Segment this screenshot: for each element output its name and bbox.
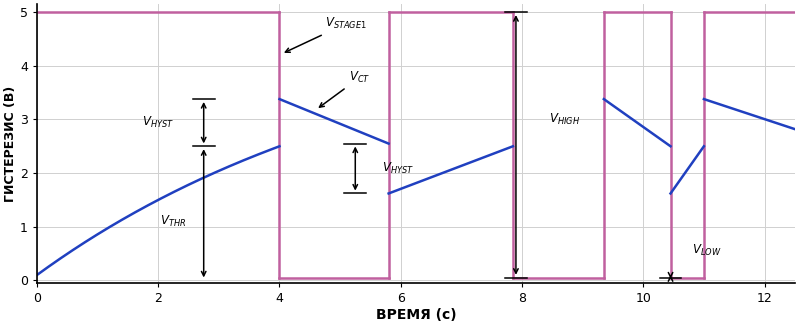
Text: $V_{HYST}$: $V_{HYST}$: [142, 115, 174, 130]
Text: $V_{THR}$: $V_{THR}$: [161, 214, 186, 229]
Y-axis label: ГИСТЕРЕЗИС (В): ГИСТЕРЕЗИС (В): [4, 85, 17, 202]
Text: $V_{HIGH}$: $V_{HIGH}$: [549, 112, 580, 127]
Text: $V_{STAGE1}$: $V_{STAGE1}$: [285, 16, 367, 52]
Text: $V_{HYST}$: $V_{HYST}$: [382, 161, 414, 176]
X-axis label: ВРЕМЯ (c): ВРЕМЯ (c): [376, 308, 456, 322]
Text: $V_{LOW}$: $V_{LOW}$: [692, 243, 721, 259]
Text: $V_{CT}$: $V_{CT}$: [320, 70, 371, 107]
